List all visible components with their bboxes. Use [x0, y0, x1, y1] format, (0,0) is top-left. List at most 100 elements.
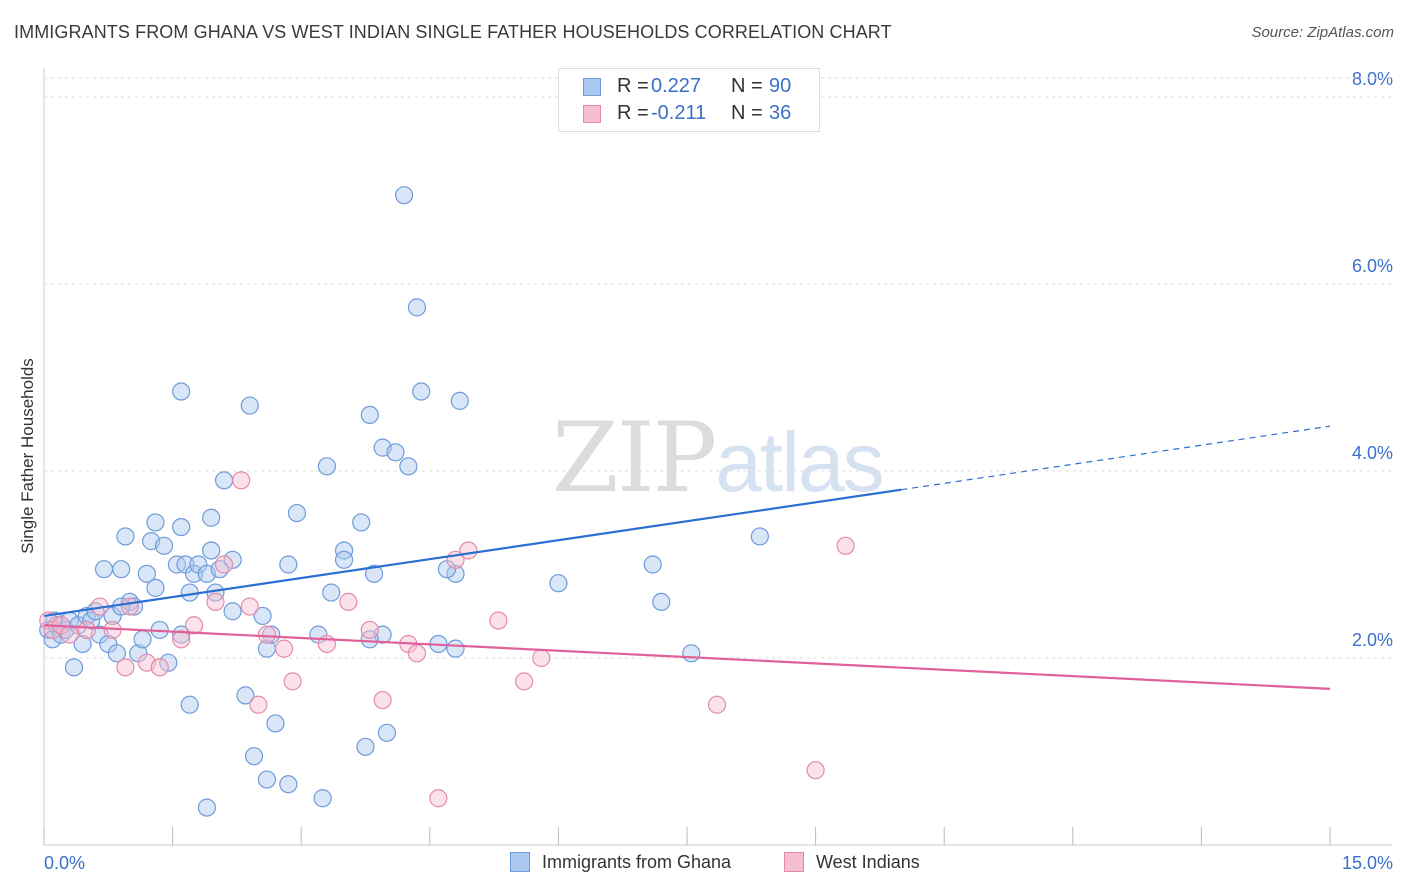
bottom-legend-label-west-indians: West Indians [816, 852, 920, 872]
ghana-point [223, 550, 242, 569]
ghana-trend-extension [901, 425, 1331, 491]
ghana-point [172, 517, 191, 537]
ghana-point [317, 457, 337, 476]
ghana-point [313, 789, 332, 808]
bottom-legend-west-indians: West Indians [784, 852, 920, 873]
west-indians-trend-line [43, 624, 1331, 690]
west-indian-point [459, 541, 478, 560]
west-indian-point [116, 658, 135, 677]
west-indian-point [283, 672, 302, 691]
ghana-point [202, 508, 221, 527]
ghana-point [172, 382, 191, 401]
ghana-point [360, 630, 379, 649]
ghana-point [399, 457, 418, 476]
ghana-point [386, 443, 405, 462]
correlation-legend: R = 0.227 N = 90 R = -0.211 N = 36 [558, 68, 820, 132]
watermark-atlas: atlas [715, 415, 884, 509]
ghana-point [407, 298, 427, 317]
ghana-point [356, 737, 375, 756]
west-indian-point [77, 620, 96, 640]
y-tick-label: 6.0% [1352, 256, 1393, 276]
ghana-point [412, 382, 431, 401]
x-tick-label: 0.0% [44, 853, 85, 873]
ghana-point [73, 634, 92, 654]
ghana-point [64, 658, 84, 677]
bottom-legend-swatch-ghana [510, 852, 530, 872]
west-indian-point [274, 639, 294, 658]
west-indian-point [60, 625, 79, 644]
west-indian-point [532, 648, 551, 668]
west-indian-point [360, 620, 379, 640]
ghana-point [137, 564, 156, 583]
chart-title: IMMIGRANTS FROM GHANA VS WEST INDIAN SIN… [14, 22, 892, 42]
legend-n-label: N = [731, 75, 763, 97]
legend-r-value: -0.211 [651, 102, 707, 124]
watermark-zip: ZIP [552, 402, 717, 514]
ghana-point [146, 513, 165, 532]
west-indian-point [836, 536, 855, 555]
ghana-point [322, 583, 341, 602]
source-credit: Source: ZipAtlas.com [1251, 24, 1394, 41]
west-indian-point [489, 611, 508, 630]
bottom-legend-ghana: Immigrants from Ghana [510, 852, 731, 873]
ghana-point [107, 644, 126, 663]
ghana-point [223, 602, 242, 621]
bottom-legend-label-ghana: Immigrants from Ghana [542, 852, 732, 872]
ghana-point [334, 541, 354, 560]
ghana-point [202, 541, 221, 560]
ghana-point [236, 686, 255, 705]
west-indian-point [232, 471, 251, 490]
west-indian-point [429, 789, 448, 808]
ghana-point [334, 550, 354, 569]
ghana-point [197, 798, 216, 817]
west-indian-point [515, 672, 534, 691]
ghana-point [240, 396, 259, 415]
ghana-point [262, 625, 281, 644]
ghana-point [214, 471, 234, 490]
legend-r-value: 0.227 [651, 75, 702, 97]
west-indian-point [120, 597, 139, 616]
y-tick-label: 8.0% [1352, 69, 1393, 89]
west-indian-point [407, 644, 427, 663]
ghana-point [112, 560, 131, 579]
ghana-point [43, 630, 62, 649]
west-indian-point [240, 597, 259, 616]
legend-r-label: R = [617, 75, 649, 97]
west-indian-point [184, 616, 204, 635]
legend-n-value: 36 [769, 102, 792, 124]
west-indian-point [172, 630, 191, 649]
ghana-point [360, 405, 379, 424]
west-indian-point [806, 761, 825, 780]
ghana-point [750, 527, 769, 546]
ghana-point [377, 723, 397, 742]
ghana-point [643, 555, 662, 574]
ghana-point [180, 695, 199, 714]
ghana-point [682, 644, 701, 663]
ghana-point [287, 503, 307, 523]
ghana-point [82, 611, 101, 630]
legend-swatch-ghana [583, 78, 601, 96]
ghana-point [244, 747, 264, 766]
west-indian-point [339, 592, 358, 612]
west-indian-point [373, 690, 392, 710]
ghana-point [154, 536, 174, 555]
west-indian-point [206, 592, 225, 612]
legend-r-label: R = [617, 102, 649, 124]
ghana-point [279, 555, 298, 574]
ghana-point [159, 653, 178, 672]
bottom-legend-swatch-west-indians [784, 852, 804, 872]
ghana-point [394, 186, 414, 205]
west-indian-point [707, 695, 727, 714]
west-indian-point [249, 695, 268, 714]
ghana-point [549, 574, 568, 593]
ghana-point [352, 513, 371, 532]
west-indian-point [214, 555, 234, 574]
ghana-point [450, 391, 469, 410]
ghana-point [172, 625, 191, 644]
ghana-point [257, 770, 277, 789]
ghana-point [94, 560, 114, 579]
ghana-point [364, 564, 384, 583]
y-tick-label: 2.0% [1352, 630, 1393, 650]
ghana-point [279, 775, 298, 794]
west-indian-point [257, 625, 277, 644]
